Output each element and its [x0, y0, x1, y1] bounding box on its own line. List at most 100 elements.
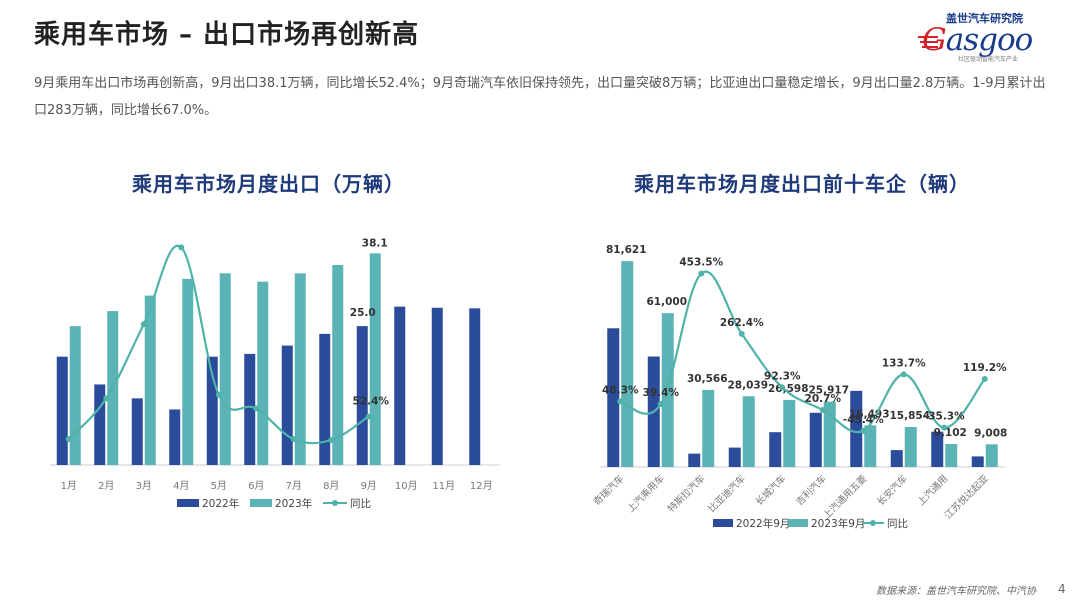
legend-label-yoy: 同比	[887, 517, 908, 530]
bar-2023-sep	[702, 389, 715, 467]
yoy-line	[619, 270, 986, 434]
yoy-point	[290, 436, 297, 443]
legend-label-2023: 2023年	[275, 497, 312, 510]
data-label-2023-sep: 61,000	[646, 296, 687, 308]
bar-2023-sep	[904, 427, 917, 467]
bar-2023	[182, 278, 194, 465]
logo-stripe	[918, 36, 938, 38]
legend-swatch-2023-sep	[788, 519, 808, 527]
data-label-yoy: 133.7%	[882, 357, 926, 369]
yoy-line	[67, 244, 370, 445]
data-label-2023-sep: 25,917	[808, 385, 849, 397]
bar-2022-sep	[769, 432, 782, 467]
bar-2022	[56, 356, 68, 465]
bar-2023	[257, 281, 269, 465]
bar-2023	[369, 253, 381, 465]
x-tick-label: 8月	[323, 480, 339, 492]
data-label-2023-sep: 38.1	[362, 237, 388, 249]
bar-2022	[169, 409, 181, 465]
yoy-point	[779, 384, 786, 391]
data-label-2022-sep: 25.0	[350, 307, 376, 319]
bar-2023	[144, 295, 156, 465]
x-tick-label: 长安汽车	[875, 473, 910, 508]
data-label-yoy: -45.4%	[843, 414, 884, 426]
summary-text: 9月乘用车出口市场再创新高，9月出口38.1万辆，同比增长52.4%；9月奇瑞汽…	[34, 76, 1046, 118]
data-label-2023-sep: 28,039	[727, 379, 768, 391]
data-label-2023-sep: 26,598	[768, 383, 809, 395]
yoy-point	[365, 413, 372, 420]
yoy-point	[860, 427, 867, 434]
bar-2022	[394, 306, 406, 465]
yoy-point	[103, 395, 110, 402]
legend-marker-yoy	[870, 520, 876, 526]
yoy-point	[738, 330, 745, 337]
bar-2022-sep	[971, 456, 984, 467]
bar-2023-sep	[621, 261, 634, 467]
chart1-title: 乘用车市场月度出口（万辆）	[132, 172, 405, 196]
x-tick-label: 12月	[470, 480, 493, 492]
yoy-point	[215, 391, 222, 398]
data-label-2023-sep: 9,008	[974, 427, 1007, 439]
legend-label-2022-sep: 2022年9月	[736, 517, 790, 530]
data-label-yoy-sep: 52.4%	[353, 395, 390, 407]
logo-tagline: 社区驱动智能汽车产业	[958, 56, 1019, 63]
x-tick-label: 上汽通用五菱	[821, 472, 870, 521]
x-tick-label: 江苏悦达起亚	[942, 472, 991, 521]
bar-2022	[94, 384, 106, 465]
x-tick-label: 11月	[432, 480, 455, 492]
logo-stripe	[920, 41, 938, 43]
x-tick-label: 4月	[173, 480, 189, 492]
bar-2022	[431, 307, 443, 465]
bar-2023	[294, 273, 306, 465]
bar-2023-sep	[864, 425, 877, 467]
bar-2022-sep	[607, 328, 620, 467]
legend-swatch-2022-sep	[713, 519, 733, 527]
legend-label-2023-sep: 2023年9月	[811, 517, 865, 530]
bar-2023-sep	[783, 399, 796, 467]
logo-wordmark: Gasgoo	[922, 22, 1033, 58]
yoy-point	[819, 407, 826, 414]
data-label-yoy: 453.5%	[679, 257, 723, 269]
bar-2023	[332, 265, 344, 465]
data-label-2023-sep: 9,102	[934, 427, 967, 439]
data-source: 数据来源：盖世汽车研究院、中汽协	[876, 586, 1036, 597]
yoy-point	[941, 424, 948, 431]
yoy-point	[657, 401, 664, 408]
data-label-yoy: -35.3%	[924, 411, 965, 423]
bar-2022	[281, 345, 293, 465]
x-tick-label: 5月	[211, 480, 227, 492]
bar-2022-sep	[931, 431, 944, 467]
yoy-point	[328, 437, 335, 443]
bar-2022	[244, 353, 256, 465]
legend-swatch-2022	[177, 499, 199, 507]
x-tick-label: 长城汽车	[753, 473, 788, 508]
bar-2022-sep	[850, 390, 863, 467]
logo-chinese-name: 盖世汽车研究院	[946, 12, 1023, 25]
data-label-yoy: 39.4%	[643, 387, 680, 399]
yoy-point	[900, 371, 907, 378]
data-label-2023-sep: 81,621	[606, 244, 647, 256]
x-tick-label: 6月	[248, 480, 264, 492]
yoy-point	[65, 436, 72, 443]
x-tick-label: 上汽通用	[915, 473, 950, 508]
bar-2022	[469, 308, 481, 465]
bar-2023-sep	[985, 444, 998, 467]
data-label-2023-sep: 30,566	[687, 373, 728, 385]
data-label-yoy: 48.3%	[602, 384, 639, 396]
bar-2022-sep	[890, 450, 903, 467]
data-label-yoy: 119.2%	[963, 362, 1007, 374]
gasgoo-logo: 盖世汽车研究院 Gasgoo 社区驱动智能汽车产业	[918, 10, 1058, 63]
logo-stripe	[922, 46, 938, 48]
logo-g: G	[922, 22, 947, 58]
yoy-point	[981, 375, 988, 382]
bar-2023	[69, 326, 81, 465]
yoy-point	[253, 405, 260, 412]
data-label-yoy: 92.3%	[764, 370, 801, 382]
legend-swatch-2023	[250, 499, 272, 507]
yoy-point	[698, 270, 705, 277]
x-tick-label: 特斯拉汽车	[665, 473, 707, 515]
x-tick-label: 10月	[395, 480, 418, 492]
data-label-2023-sep: 15,854	[889, 410, 930, 422]
